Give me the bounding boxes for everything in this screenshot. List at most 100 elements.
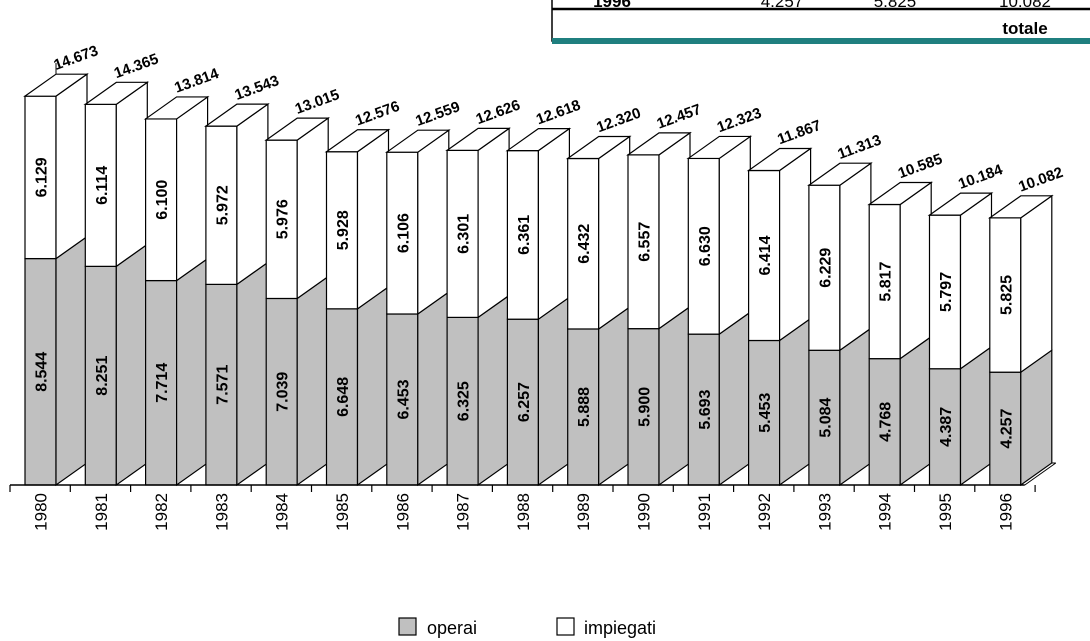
bar-group: [143, 95, 210, 487]
bar-top: [927, 192, 994, 216]
bar-impiegati-side: [658, 131, 691, 330]
inset-table-operai: 4.257: [761, 0, 804, 11]
bar-top: [987, 195, 1054, 219]
bar-impiegati: [808, 184, 841, 351]
total-value-label: 13.015: [293, 86, 342, 118]
x-tick-label: 1986: [393, 493, 412, 531]
total-value-label: 12.323: [715, 105, 764, 137]
impiegati-value-label: 5.797: [938, 272, 955, 312]
legend-swatch-operai: [398, 617, 417, 636]
operai-value-label: 5.084: [817, 398, 834, 438]
bar-operai-side: [1020, 349, 1053, 487]
operai-value-label: 7.039: [275, 372, 292, 412]
bar-impiegati: [989, 217, 1022, 373]
bar-operai-side: [839, 327, 872, 487]
bar-group: [23, 73, 89, 487]
bar-top: [23, 73, 89, 97]
impiegati-value-label: 6.100: [154, 180, 171, 220]
bar-top: [324, 129, 391, 153]
total-value-label: 12.576: [353, 98, 402, 130]
bar-top: [83, 81, 150, 105]
inset-table-impiegati: 5.825: [874, 0, 917, 11]
bar-impiegati: [687, 157, 720, 335]
bar-group: [264, 116, 331, 487]
inset-table-frame: [551, 0, 1090, 42]
bar-impiegati-side: [477, 127, 510, 319]
bar-impiegati-side: [598, 135, 631, 331]
bar-group: [204, 102, 270, 487]
bar-operai-side: [296, 275, 329, 487]
operai-value-label: 5.693: [697, 389, 714, 429]
bar-operai-side: [959, 345, 993, 487]
impiegati-value-label: 5.972: [214, 185, 231, 225]
inset-table-totale-label: totale: [1002, 19, 1047, 38]
bar-impiegati: [446, 149, 479, 318]
bar-impiegati: [386, 151, 419, 315]
bar-impiegati-side: [778, 147, 812, 342]
bar-top: [505, 128, 572, 152]
bar-operai-side: [718, 310, 751, 487]
bar-top: [626, 132, 692, 156]
x-tick-label: 1984: [273, 493, 292, 531]
bar-top: [143, 96, 210, 120]
x-tick-label: 1994: [876, 493, 895, 531]
bar-operai-side: [417, 290, 450, 487]
bar-group: [324, 128, 391, 487]
operai-value-label: 6.648: [335, 377, 352, 417]
total-value-label: 11.313: [835, 132, 883, 163]
impiegati-value-label: 6.414: [757, 235, 774, 275]
bar-impiegati-side: [899, 181, 932, 360]
inset-table: 1996 4.257 5.825 10.082 totale: [551, 0, 1090, 44]
impiegati-value-label: 6.114: [94, 166, 111, 205]
x-axis: 1980 1981 1982 1983 1984 1985 1986 1987 1988 1989…: [9, 484, 1036, 531]
operai-value-label: 6.453: [395, 379, 412, 419]
operai-value-label: 5.900: [637, 387, 654, 427]
bar-impiegati: [868, 203, 901, 360]
bar-operai: [506, 318, 539, 486]
operai-value-label: 5.453: [757, 393, 774, 433]
total-value-label: 12.618: [534, 97, 583, 129]
x-tick-label: 1985: [333, 493, 352, 531]
bar-operai-side: [899, 335, 932, 487]
operai-value-label: 7.571: [214, 365, 231, 405]
impiegati-value-label: 5.928: [335, 210, 352, 250]
bar-operai: [627, 328, 660, 486]
x-tick-label: 1989: [574, 493, 593, 531]
bar-top: [445, 127, 511, 152]
bar-top: [565, 135, 632, 160]
inset-table-year: 1996: [593, 0, 631, 11]
bar-operai-side: [778, 317, 812, 487]
operai-value-label: 6.257: [516, 382, 533, 422]
impiegati-value-label: 6.106: [395, 213, 412, 253]
bar-impiegati-side: [417, 129, 450, 316]
operai-value-label: 5.888: [576, 387, 593, 427]
x-tick-label: 1992: [755, 493, 774, 531]
bar-impiegati-side: [55, 73, 88, 260]
operai-value-label: 8.544: [34, 352, 51, 392]
operai-value-label: 7.714: [154, 363, 171, 403]
bar-operai: [386, 313, 419, 486]
bar-group: [384, 129, 451, 487]
bar-impiegati-side: [296, 116, 329, 300]
bar-impiegati: [747, 169, 781, 342]
bar-operai-side: [598, 305, 631, 487]
total-value-label: 12.457: [655, 101, 704, 133]
bars-layer: [23, 73, 1054, 487]
x-tick-label: 1991: [695, 493, 714, 531]
total-value-label: 12.320: [594, 105, 643, 137]
bar-impiegati-side: [115, 81, 148, 268]
total-value-label: 11.867: [775, 117, 823, 148]
bar-group: [505, 127, 572, 487]
total-value-label: 13.814: [172, 65, 222, 97]
impiegati-value-label: 6.361: [516, 215, 533, 255]
bar-group: [565, 135, 632, 487]
operai-value-label: 4.387: [938, 407, 955, 447]
impiegati-value-label: 6.129: [34, 157, 51, 197]
total-value-label: 12.626: [474, 96, 523, 128]
bar-group: [746, 147, 813, 487]
bar-operai: [989, 371, 1022, 486]
bar-operai-side: [176, 257, 209, 487]
bar-impiegati-side: [356, 128, 390, 310]
legend-label-operai: operai: [427, 618, 477, 638]
